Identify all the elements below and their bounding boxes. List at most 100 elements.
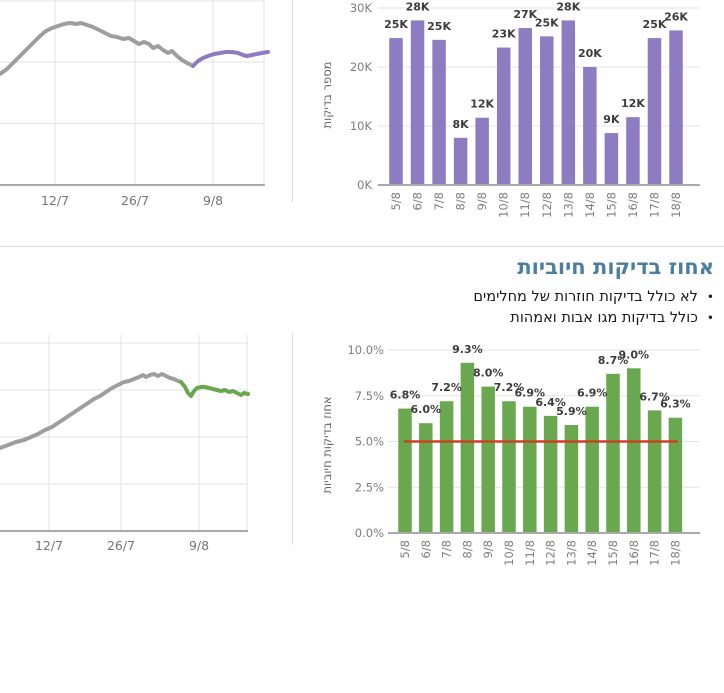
y-axis-title: אחוז בדיקות חיוביות xyxy=(320,396,334,493)
bar-value-label: 8K xyxy=(453,118,470,131)
vertical-divider-top xyxy=(292,0,293,202)
bar-11/8[interactable] xyxy=(518,28,532,186)
x-tick-label: 16/8 xyxy=(626,192,640,218)
bullet-item: • לא כולל בדיקות חוזרות של מחלימים xyxy=(473,287,714,308)
x-tick-label: 10/8 xyxy=(497,192,511,218)
bar-value-label: 7.2% xyxy=(431,381,462,394)
bar-12/8[interactable] xyxy=(543,415,558,533)
bar-7/8[interactable] xyxy=(432,39,446,185)
bar-value-label: 7.2% xyxy=(494,381,525,394)
x-tick-label: 9/8 xyxy=(203,193,223,208)
bar-value-label: 5.9% xyxy=(556,405,587,418)
bar-value-label: 9.3% xyxy=(452,343,483,356)
section-header: אחוז בדיקות חיוביות • לא כולל בדיקות חוז… xyxy=(473,253,714,329)
bar-value-label: 20K xyxy=(578,47,602,60)
x-tick-label: 5/8 xyxy=(389,192,403,211)
positive-rate-bar-chart[interactable]: 0.0% 2.5% 5.0% 7.5% 10.0% 6.8% 5/8 6.0% 6/8 7.2% 7… xyxy=(300,335,724,581)
bar-8/8[interactable] xyxy=(453,137,468,185)
bar-value-label: 25K xyxy=(643,18,667,31)
x-tick-label: 13/8 xyxy=(564,540,578,566)
x-tick-label: 14/8 xyxy=(585,540,599,566)
bar-value-label: 9K xyxy=(603,113,620,126)
y-tick-label: 0.0% xyxy=(355,526,384,540)
x-tick-label: 7/8 xyxy=(440,540,454,559)
bar-value-label: 6.7% xyxy=(639,390,670,403)
bar-7/8[interactable] xyxy=(439,401,454,533)
bullet-item: • כולל בדיקות מגו אבות ואמהות xyxy=(473,308,714,329)
bar-11/8[interactable] xyxy=(523,406,537,533)
bar-17/8[interactable] xyxy=(647,410,662,533)
recent-line xyxy=(179,380,250,398)
bar-18/8[interactable] xyxy=(669,30,683,186)
bar-value-label: 6.4% xyxy=(535,396,566,409)
bar-9/8[interactable] xyxy=(475,117,489,185)
x-tick-label: 10/8 xyxy=(502,540,516,566)
x-tick-label: 15/8 xyxy=(604,192,618,218)
x-tick-label: 11/8 xyxy=(523,540,537,566)
bar-17/8[interactable] xyxy=(647,38,662,186)
bar-15/8[interactable] xyxy=(606,373,620,533)
historical-line xyxy=(0,21,195,76)
bar-value-label: 6.0% xyxy=(411,403,442,416)
x-tick-label: 8/8 xyxy=(460,540,474,559)
bar-15/8[interactable] xyxy=(604,133,619,185)
bullet-dot: • xyxy=(706,311,714,325)
bar-12/8[interactable] xyxy=(540,36,554,185)
bar-8/8[interactable] xyxy=(460,362,475,533)
x-tick-label: 9/8 xyxy=(481,540,495,559)
bar-10/8[interactable] xyxy=(496,47,511,185)
bar-value-label: 27K xyxy=(513,8,537,21)
x-tick-label: 6/8 xyxy=(411,192,425,211)
bar-value-label: 9.0% xyxy=(619,348,650,361)
bar-13/8[interactable] xyxy=(561,20,576,185)
bullet-text: כולל בדיקות מגו אבות ואמהות xyxy=(510,310,698,326)
bar-18/8[interactable] xyxy=(668,417,683,533)
vertical-divider-bottom xyxy=(292,333,293,545)
daily-tests-trend-line-chart[interactable]: 12/7 26/7 9/8 xyxy=(0,0,292,246)
x-tick-label: 12/8 xyxy=(540,192,554,218)
x-tick-label: 7/8 xyxy=(432,192,446,211)
bar-value-label: 23K xyxy=(492,28,516,41)
bar-value-label: 6.9% xyxy=(515,387,546,400)
bar-16/8[interactable] xyxy=(627,368,641,533)
bar-14/8[interactable] xyxy=(583,67,597,185)
bar-value-label: 6.8% xyxy=(390,389,421,402)
y-tick-label: 10K xyxy=(350,119,373,133)
bullet-text: לא כולל בדיקות חוזרות של מחלימים xyxy=(473,289,698,305)
bar-16/8[interactable] xyxy=(626,117,640,185)
horizontal-divider xyxy=(0,246,724,247)
y-axis-title: מספר בדיקות xyxy=(320,62,334,129)
x-tick-label: 14/8 xyxy=(583,192,597,218)
x-tick-label: 5/8 xyxy=(398,540,412,559)
x-tick-label: 26/7 xyxy=(121,193,149,208)
x-tick-label: 16/8 xyxy=(627,540,641,566)
bar-value-label: 8.7% xyxy=(598,354,629,367)
bar-value-label: 8.0% xyxy=(473,367,504,380)
bar-13/8[interactable] xyxy=(564,425,579,533)
y-tick-label: 0K xyxy=(357,178,372,192)
x-tick-label: 15/8 xyxy=(606,540,620,566)
x-tick-label: 9/8 xyxy=(189,538,209,553)
bar-6/8[interactable] xyxy=(419,423,433,533)
bar-value-label: 12K xyxy=(621,97,645,110)
bar-value-label: 6.9% xyxy=(577,387,608,400)
bar-9/8[interactable] xyxy=(481,386,495,533)
bar-value-label: 25K xyxy=(427,20,451,33)
x-tick-label: 13/8 xyxy=(561,192,575,218)
daily-tests-bar-chart[interactable]: 0K 10K 20K 30K 25K 5/8 28K 6/8 25K 7/8 8K 8/8 12K 9/8… xyxy=(300,0,724,246)
historical-line xyxy=(0,372,183,450)
bar-5/8[interactable] xyxy=(398,408,412,533)
bar-5/8[interactable] xyxy=(389,38,403,186)
x-tick-label: 26/7 xyxy=(107,538,135,553)
x-tick-label: 12/7 xyxy=(35,538,63,553)
x-tick-label: 12/7 xyxy=(41,193,69,208)
bullet-dot: • xyxy=(706,290,714,304)
bar-value-label: 25K xyxy=(384,18,408,31)
y-tick-label: 10.0% xyxy=(347,343,384,357)
bar-6/8[interactable] xyxy=(410,20,425,185)
bar-value-label: 6.3% xyxy=(660,398,691,411)
positive-rate-trend-line-chart[interactable]: 12/7 26/7 9/8 xyxy=(0,335,292,581)
recent-line xyxy=(191,50,270,68)
bar-10/8[interactable] xyxy=(502,401,516,533)
bar-14/8[interactable] xyxy=(585,406,599,533)
